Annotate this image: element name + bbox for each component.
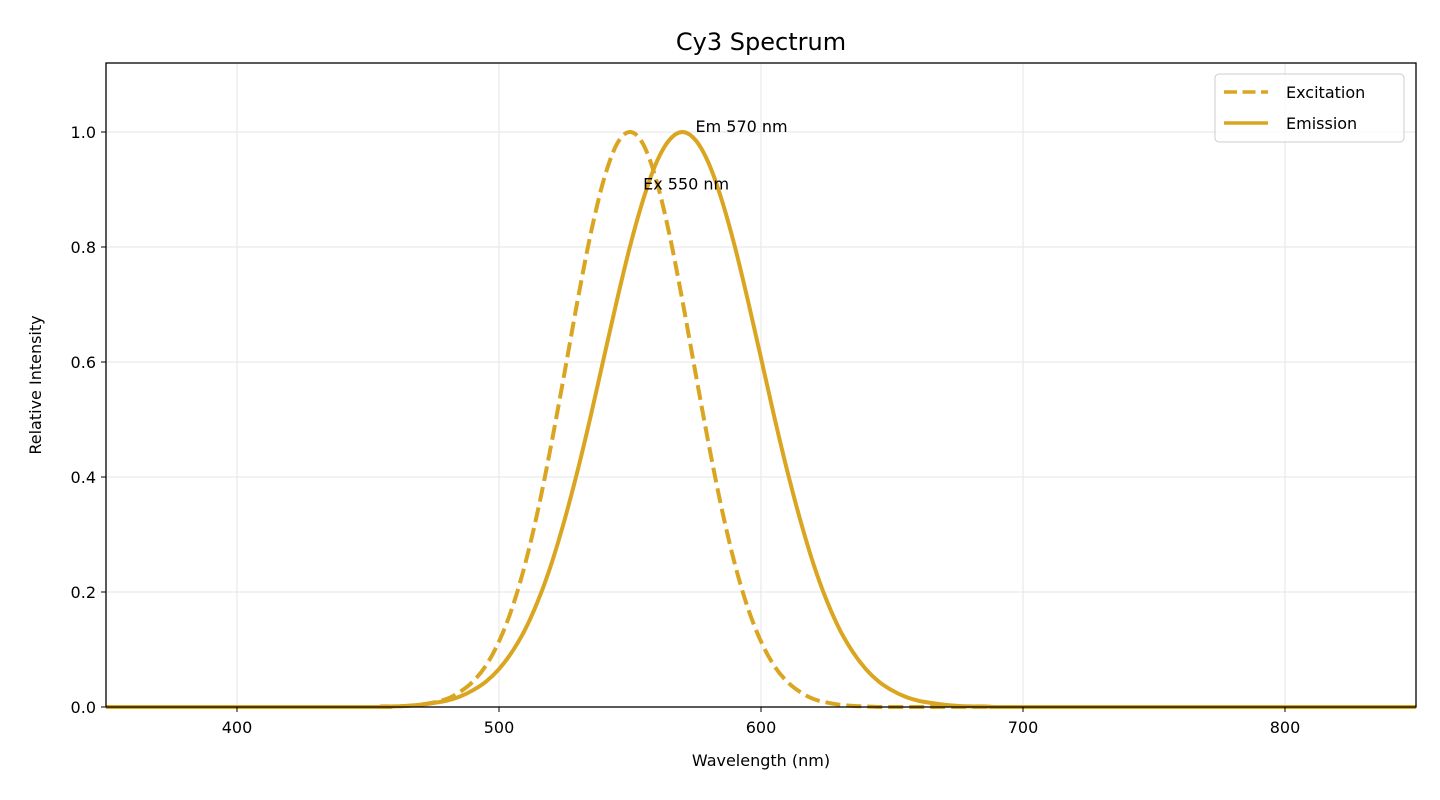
legend-label-emission: Emission: [1286, 114, 1357, 133]
annotation-label: Em 570 nm: [696, 117, 788, 136]
y-tick-label: 0.2: [71, 583, 96, 602]
annotation-label: Ex 550 nm: [643, 175, 729, 194]
y-tick-label: 1.0: [71, 123, 96, 142]
annotations: Em 570 nm Ex 550 nm: [643, 117, 788, 194]
x-tick-label: 700: [1008, 718, 1039, 737]
x-tick-label: 600: [746, 718, 777, 737]
x-axis-label: Wavelength (nm): [692, 751, 830, 770]
chart-title: Cy3 Spectrum: [676, 28, 846, 56]
x-tick-label: 800: [1270, 718, 1301, 737]
y-axis-label: Relative Intensity: [26, 315, 45, 454]
ticks: 400 500 600 700 800 0.0 0.2 0.4 0.6 0.8 1.0: [71, 123, 1301, 737]
legend: Excitation Emission: [1214, 73, 1405, 143]
x-tick-label: 400: [222, 718, 253, 737]
y-tick-label: 0.8: [71, 238, 96, 257]
series-line-emission: [105, 130, 1416, 710]
y-tick-label: 0.6: [71, 353, 96, 372]
y-tick-label: 0.4: [71, 468, 96, 487]
x-tick-label: 500: [484, 718, 515, 737]
legend-label-excitation: Excitation: [1286, 83, 1365, 102]
grid: [106, 63, 1416, 708]
y-tick-label: 0.0: [71, 698, 96, 717]
